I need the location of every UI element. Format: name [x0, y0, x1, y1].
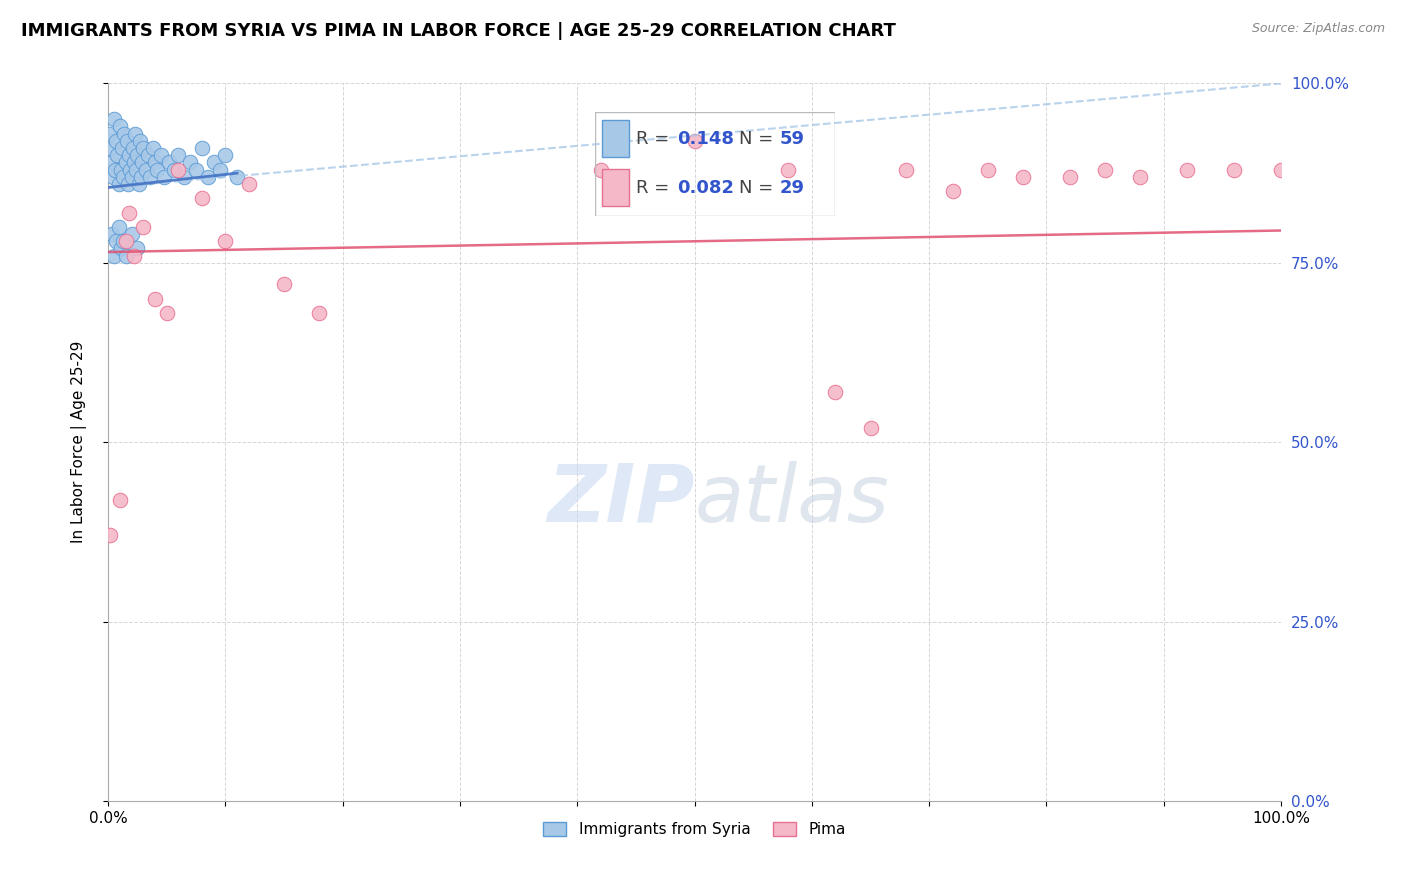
Text: ZIP: ZIP [547, 460, 695, 539]
Point [118, 205, 141, 219]
Point [179, 155, 201, 169]
Point [1012, 169, 1035, 184]
Point [778, 162, 800, 177]
Point [114, 234, 136, 248]
Point [127, 242, 149, 256]
Point [859, 421, 882, 435]
Point [128, 177, 150, 191]
Point [683, 134, 706, 148]
Point [142, 141, 165, 155]
Point [157, 155, 180, 169]
Point [105, 234, 128, 248]
Point [121, 227, 143, 241]
Point [114, 249, 136, 263]
Point [122, 249, 145, 263]
Point [1223, 162, 1246, 177]
Point [132, 219, 155, 234]
Point [146, 162, 169, 177]
Point [112, 234, 135, 248]
Point [108, 120, 131, 134]
Point [273, 277, 295, 292]
Point [107, 177, 129, 191]
Text: Source: ZipAtlas.com: Source: ZipAtlas.com [1251, 22, 1385, 36]
Point [100, 528, 122, 542]
Point [202, 155, 225, 169]
Point [114, 155, 136, 169]
Point [226, 169, 249, 184]
Point [104, 162, 127, 177]
Point [121, 169, 143, 184]
Point [112, 169, 135, 184]
Point [136, 148, 159, 162]
Point [173, 169, 195, 184]
Point [1094, 162, 1116, 177]
Point [100, 227, 122, 241]
Point [167, 162, 190, 177]
Text: IMMIGRANTS FROM SYRIA VS PIMA IN LABOR FORCE | AGE 25-29 CORRELATION CHART: IMMIGRANTS FROM SYRIA VS PIMA IN LABOR F… [21, 22, 896, 40]
Point [98, 127, 121, 141]
Text: atlas: atlas [695, 460, 890, 539]
Point [942, 184, 965, 198]
Point [118, 148, 141, 162]
Point [124, 127, 146, 141]
Point [111, 141, 134, 155]
Y-axis label: In Labor Force | Age 25-29: In Labor Force | Age 25-29 [72, 341, 87, 543]
Point [197, 169, 219, 184]
Point [110, 162, 132, 177]
Point [114, 127, 136, 141]
Point [1175, 162, 1198, 177]
Point [107, 219, 129, 234]
Point [238, 177, 260, 191]
Point [107, 148, 129, 162]
Point [214, 234, 236, 248]
Point [139, 169, 162, 184]
Point [156, 306, 179, 320]
Point [117, 177, 139, 191]
Point [153, 169, 176, 184]
Point [143, 292, 166, 306]
Point [110, 242, 132, 256]
Point [977, 162, 1000, 177]
Point [108, 492, 131, 507]
Point [163, 162, 186, 177]
Point [824, 384, 846, 399]
Point [103, 249, 125, 263]
Point [131, 155, 153, 169]
Point [100, 155, 122, 169]
Point [128, 134, 150, 148]
Point [1129, 169, 1152, 184]
Point [143, 155, 166, 169]
Legend: Immigrants from Syria, Pima: Immigrants from Syria, Pima [537, 816, 852, 844]
Point [184, 162, 207, 177]
Point [100, 141, 122, 155]
Point [129, 169, 152, 184]
Point [120, 162, 142, 177]
Point [894, 162, 917, 177]
Point [132, 141, 155, 155]
Point [589, 162, 612, 177]
Point [101, 169, 124, 184]
Point [122, 155, 145, 169]
Point [208, 162, 231, 177]
Point [214, 148, 236, 162]
Point [103, 112, 125, 127]
Point [1059, 169, 1081, 184]
Point [308, 306, 330, 320]
Point [149, 148, 172, 162]
Point [191, 191, 214, 205]
Point [125, 162, 148, 177]
Point [127, 148, 149, 162]
Point [105, 134, 128, 148]
Point [167, 148, 190, 162]
Point [115, 134, 138, 148]
Point [135, 162, 157, 177]
Point [191, 141, 214, 155]
Point [121, 141, 143, 155]
Point [1270, 162, 1292, 177]
